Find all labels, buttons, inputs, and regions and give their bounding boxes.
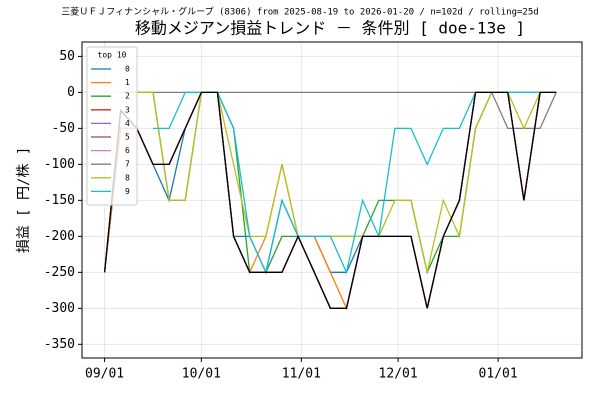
series-line <box>120 91 557 130</box>
series-line <box>103 91 557 309</box>
legend-label: 3 <box>125 105 130 114</box>
x-tick-label: 09/01 <box>85 367 124 382</box>
x-tick-label: 01/01 <box>479 367 518 382</box>
y-tick-label: -50 <box>52 121 75 136</box>
chart-title: 移動メジアン損益トレンド － 条件別 [ doe-13e ] <box>135 19 525 38</box>
legend-label: 1 <box>125 78 130 87</box>
y-tick-label: -300 <box>44 301 75 316</box>
legend-label: 4 <box>125 119 130 128</box>
series-line <box>120 91 557 275</box>
legend-label: 0 <box>125 65 130 74</box>
y-tick-label: -250 <box>44 265 75 280</box>
x-tick-label: 10/01 <box>182 367 221 382</box>
y-tick-label: 0 <box>67 85 75 100</box>
y-tick-label: -200 <box>44 229 75 244</box>
legend-box <box>86 46 138 206</box>
y-tick-label: -150 <box>44 193 75 208</box>
series-line <box>120 91 557 273</box>
legend-title: top 10 <box>98 51 127 60</box>
x-tick-label: 11/01 <box>282 367 321 382</box>
y-tick-label: 50 <box>59 49 75 64</box>
plot-layer <box>82 42 582 358</box>
legend-label: 5 <box>125 133 130 142</box>
y-tick-label: -100 <box>44 157 75 172</box>
y-tick-label: -350 <box>44 337 75 352</box>
x-tick-label: 12/01 <box>379 367 418 382</box>
chart-subtitle: 三菱ＵＦＪフィナンシャル・グループ (8306) from 2025-08-19… <box>61 6 538 18</box>
series-line <box>153 91 557 275</box>
legend-label: 8 <box>125 173 130 182</box>
legend-label: 9 <box>125 187 130 196</box>
legend-label: 6 <box>125 146 130 155</box>
legend-label: 2 <box>125 92 130 101</box>
legend-label: 7 <box>125 160 130 169</box>
y-axis-label: 損益 [ 円/株 ] <box>16 147 32 254</box>
